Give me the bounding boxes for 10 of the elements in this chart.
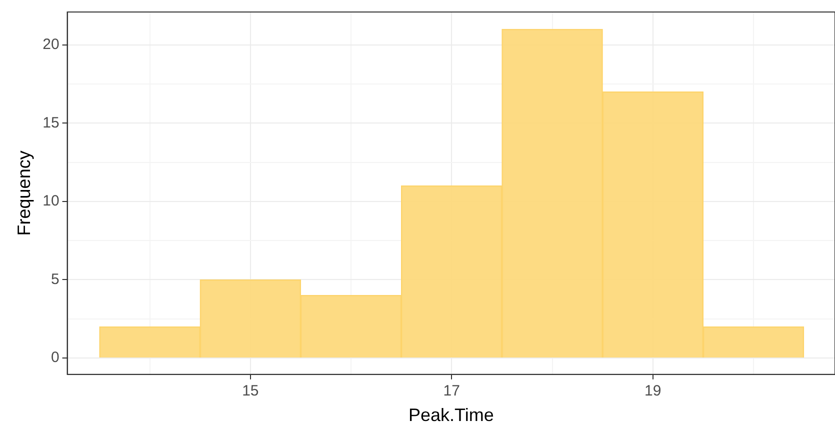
y-tick-label: 5 — [50, 270, 60, 288]
y-tick-label: 0 — [50, 349, 60, 366]
y-tick-label: 10 — [42, 192, 60, 210]
y-axis-title: Frequency — [14, 150, 34, 236]
x-tick-label: 19 — [644, 382, 662, 400]
y-tick-label: 20 — [42, 36, 60, 54]
y-tick-label: 15 — [42, 114, 60, 132]
x-tick-label: 15 — [242, 382, 259, 400]
x-tick-label: 17 — [443, 382, 460, 400]
x-axis-title: Peak.Time — [408, 405, 494, 426]
